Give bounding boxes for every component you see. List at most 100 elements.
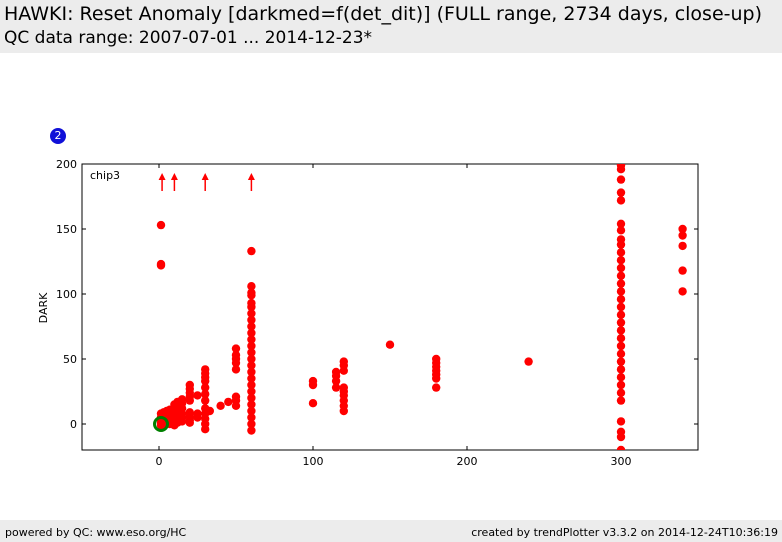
off-scale-arrow-head: [247, 173, 255, 180]
data-point: [156, 220, 166, 230]
data-point: [616, 310, 626, 319]
data-point: [339, 383, 348, 392]
data-point: [247, 354, 256, 364]
data-point: [616, 373, 626, 382]
y-tick-label: 200: [56, 158, 77, 171]
y-tick-label: 50: [63, 353, 77, 366]
data-point: [678, 266, 687, 275]
footer: powered by QC: www.eso.org/HC created by…: [0, 520, 782, 542]
plot-frame: [81, 163, 699, 451]
data-point: [616, 279, 626, 288]
data-point: [224, 397, 233, 407]
data-point: [185, 380, 194, 390]
data-point: [247, 315, 256, 325]
data-point: [616, 235, 626, 244]
data-point: [616, 219, 626, 228]
data-point: [616, 263, 626, 273]
data-point: [231, 350, 241, 360]
data-point: [331, 367, 341, 377]
data-point: [247, 246, 256, 256]
data-point: [177, 395, 187, 404]
data-point: [247, 387, 256, 396]
data-point: [201, 383, 210, 392]
data-point: [247, 341, 256, 351]
data-point: [247, 374, 256, 383]
off-scale-arrow-head: [201, 173, 209, 180]
data-point: [201, 389, 210, 399]
data-point: [231, 344, 241, 353]
data-point: [616, 287, 626, 296]
data-point: [678, 224, 687, 234]
data-point: [432, 354, 441, 364]
data-point: [247, 348, 256, 357]
header: HAWKI: Reset Anomaly [darkmed=f(det_dit)…: [0, 0, 782, 53]
data-point: [185, 408, 194, 417]
highlight-point: [157, 420, 165, 428]
data-point: [616, 445, 626, 450]
data-point: [247, 419, 256, 429]
y-axis-label: DARK: [37, 292, 50, 323]
data-point: [616, 341, 626, 351]
data-point: [616, 302, 626, 312]
data-point: [339, 357, 348, 366]
x-tick-label: 0: [156, 455, 163, 468]
data-point: [201, 396, 210, 405]
data-point: [385, 340, 395, 349]
y-tick-label: 100: [56, 288, 77, 301]
data-point: [247, 393, 256, 403]
data-point: [678, 231, 687, 240]
data-point: [247, 309, 256, 318]
data-point: [247, 380, 256, 390]
data-point: [616, 326, 626, 335]
panel-number-badge: 2: [50, 128, 66, 144]
arrows-layer: [158, 173, 255, 191]
data-point: [156, 259, 166, 269]
data-point: [616, 248, 626, 257]
data-point: [247, 400, 256, 409]
page-subtitle: QC data range: 2007-07-01 ... 2014-12-23…: [4, 28, 373, 48]
footer-timestamp: created by trendPlotter v3.3.2 on 2014-1…: [471, 526, 778, 539]
highlight-ring: [153, 416, 170, 432]
data-point: [616, 226, 626, 235]
data-point: [616, 365, 626, 374]
data-point: [616, 271, 626, 280]
points-layer: [153, 164, 687, 450]
data-point: [331, 383, 341, 392]
data-point: [247, 406, 256, 416]
axes-layer: 0 100 200 300 0 50 100 150 200: [56, 158, 699, 468]
data-point: [616, 256, 626, 265]
data-point: [231, 365, 241, 374]
data-point: [616, 196, 626, 205]
x-tick-label: 200: [457, 455, 478, 468]
data-point: [201, 365, 210, 374]
data-point: [616, 349, 626, 358]
data-point: [231, 392, 241, 401]
data-point: [247, 413, 256, 422]
panel-label: chip3: [90, 169, 120, 182]
data-point: [247, 322, 256, 331]
data-point: [616, 334, 626, 343]
data-point: [216, 401, 225, 410]
data-point: [616, 380, 626, 390]
off-scale-arrow-head: [158, 173, 166, 180]
footer-credit: powered by QC: www.eso.org/HC: [5, 526, 187, 539]
data-point: [247, 426, 256, 435]
data-point: [616, 357, 626, 366]
x-tick-label: 100: [303, 455, 324, 468]
y-tick-label: 150: [56, 223, 77, 236]
data-point: [205, 406, 215, 416]
data-point: [616, 175, 626, 184]
data-point: [247, 288, 256, 297]
data-point: [616, 164, 626, 170]
data-point: [193, 409, 202, 418]
data-point: [308, 376, 318, 386]
data-point: [247, 282, 256, 291]
data-point: [616, 295, 626, 304]
data-point: [308, 399, 318, 408]
data-point: [678, 287, 687, 296]
data-point: [616, 188, 626, 197]
data-point: [524, 357, 533, 366]
off-scale-arrow-head: [170, 173, 178, 180]
page-title: HAWKI: Reset Anomaly [darkmed=f(det_dit)…: [4, 3, 763, 25]
